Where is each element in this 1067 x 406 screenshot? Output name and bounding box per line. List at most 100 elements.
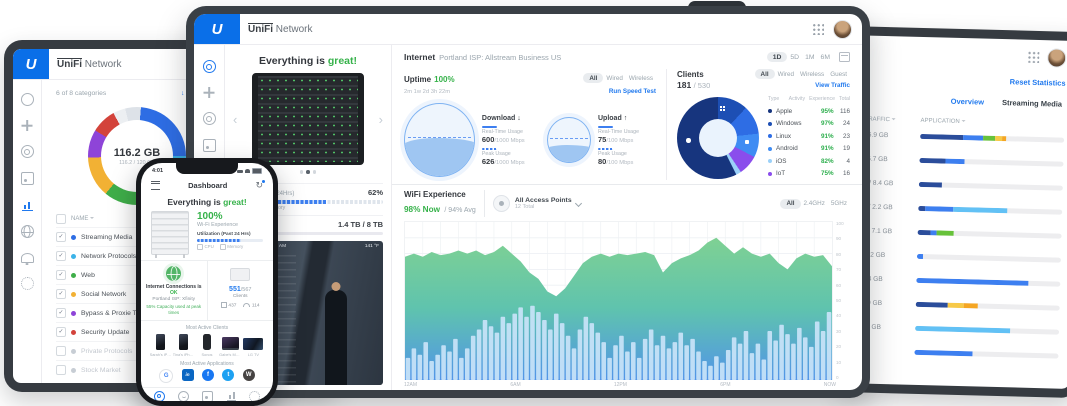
reset-statistics-link[interactable]: Reset Statistics (1009, 77, 1066, 88)
select-all-checkbox[interactable] (56, 214, 66, 224)
band-tab-all[interactable]: All (780, 198, 801, 209)
devices-icon[interactable] (202, 390, 214, 401)
twitter-icon[interactable]: t (222, 368, 235, 381)
devices-icon[interactable] (194, 132, 224, 159)
client-thumbnail[interactable]: Tina's iPhone (173, 333, 195, 357)
access-point-selector[interactable]: All Access Points 12 Total (492, 195, 582, 212)
client-device-shape (202, 334, 211, 351)
client-thumbnail[interactable]: Sonos (196, 333, 218, 357)
internet-tile[interactable]: Internet Connections is OK Portland ISP:… (141, 261, 207, 320)
linkedin-icon[interactable]: in (181, 368, 194, 381)
range-tab-6m[interactable]: 6M (820, 53, 830, 61)
cpu-checkbox (197, 244, 203, 250)
calendar-icon[interactable] (839, 52, 850, 62)
row-checkbox[interactable] (56, 346, 66, 356)
ap-selector-label: All Access Points (514, 197, 572, 204)
client-thumbnail[interactable]: Sarah's iPhone (150, 333, 172, 357)
target-icon[interactable] (13, 138, 41, 165)
gauge-fill (547, 144, 590, 162)
dashboard-icon[interactable] (194, 53, 224, 80)
isp-subtitle: Portland ISP: Allstream Business US (439, 53, 562, 62)
range-tab-1d[interactable]: 1D (766, 52, 788, 62)
view-traffic-link[interactable]: View Traffic (815, 81, 850, 89)
row-checkbox[interactable] (56, 232, 66, 242)
settings-icon[interactable] (13, 270, 41, 297)
client-thumbnail[interactable]: Gabe's MacBook (219, 333, 241, 357)
application-bar-segment (920, 133, 964, 140)
clients-tab-guest[interactable]: Guest (830, 70, 847, 78)
band-tab-5ghz[interactable]: 5GHz (830, 200, 847, 207)
range-tab-1m[interactable]: 1M (805, 53, 815, 61)
speed-tab-wired[interactable]: Wired (606, 74, 623, 82)
carousel-prev-button[interactable] (233, 113, 237, 126)
cpu-legend[interactable]: CPU (197, 244, 214, 250)
google-icon[interactable]: G (159, 368, 174, 383)
carousel-dot[interactable] (299, 170, 304, 174)
row-checkbox[interactable] (56, 308, 66, 318)
range-tab-5d[interactable]: 5D (790, 53, 800, 61)
row-checkbox[interactable] (56, 251, 66, 261)
speed-tab-wireless[interactable]: Wireless (628, 74, 653, 82)
carousel-next-button[interactable] (379, 113, 383, 126)
stats-tab-overview[interactable]: Overview (950, 96, 985, 107)
uptime-speed-panel: Uptime 100% All Wired Wireless 2m 1w 2d 3h … (404, 69, 667, 180)
settings-icon[interactable] (249, 390, 261, 401)
refresh-icon[interactable] (255, 179, 265, 190)
clients-icon[interactable] (178, 390, 190, 401)
carousel-dot[interactable] (312, 170, 317, 174)
speed-filter-tabs: All Wired Wireless (583, 73, 656, 83)
category-color-dot (71, 329, 76, 335)
row-checkbox[interactable] (56, 365, 66, 375)
app-grid-icon[interactable] (1027, 50, 1040, 64)
stats-tab-streamingmedia[interactable]: Streaming Media (1001, 97, 1063, 109)
dashboard-icon[interactable] (153, 390, 165, 401)
avatar[interactable] (1047, 47, 1067, 68)
main-appbar: U UniFi Network (194, 14, 862, 45)
memory-legend[interactable]: Memory (219, 244, 243, 250)
row-checkbox[interactable] (56, 289, 66, 299)
app-grid-icon[interactable] (812, 23, 824, 35)
row-checkbox[interactable] (56, 270, 66, 280)
menu-icon[interactable] (151, 180, 160, 190)
fan-icon[interactable] (13, 113, 41, 138)
y-tick: 0 (836, 374, 839, 380)
client-thumbnail[interactable]: LG TV (242, 333, 264, 357)
total-traffic-value: 116.2 GB (113, 146, 161, 159)
client-image (150, 333, 172, 351)
devices-icon[interactable] (13, 165, 41, 192)
y-tick: 30 (836, 328, 842, 334)
clients-count: 181 (677, 80, 692, 90)
facebook-icon[interactable]: f (201, 368, 214, 381)
clients-tab-wired[interactable]: Wired (777, 70, 795, 78)
stats-icon[interactable] (226, 391, 236, 401)
category-name: Stock Market (81, 366, 121, 374)
speed-icon[interactable] (13, 86, 41, 113)
speed-tab-all[interactable]: All (583, 73, 604, 83)
fan-icon[interactable] (194, 80, 224, 105)
run-speed-test-link[interactable]: Run Speed Test (608, 88, 656, 95)
bell-icon[interactable] (13, 245, 41, 270)
globe-icon[interactable] (13, 218, 41, 245)
client-image (196, 333, 218, 351)
phone-status-bar: 4:01 (141, 163, 273, 176)
wordpress-icon[interactable]: W (242, 368, 255, 381)
download-arrow-icon: ↓ (517, 114, 521, 122)
table-row[interactable] (858, 338, 1059, 367)
clients-tab-all[interactable]: All (754, 69, 775, 79)
experience-column-header: Experience (809, 96, 836, 102)
clients-tab-wireless[interactable]: Wireless (800, 70, 825, 78)
status-headline: Everything is great! (167, 197, 247, 207)
target-icon[interactable] (194, 105, 224, 132)
gauge-threshold-line (407, 137, 472, 139)
clients-tile[interactable]: 551/567 Clients 437 114 (206, 261, 274, 321)
band-tab-24ghz[interactable]: 2.4GHz (803, 200, 825, 207)
name-column-header[interactable]: NAME (71, 216, 190, 222)
row-checkbox[interactable] (56, 327, 66, 337)
y-tick: 90 (836, 236, 842, 242)
peak-usage-total: /100 Mbps (606, 159, 634, 166)
application-column-header[interactable]: APPLICATION (920, 118, 966, 125)
carousel-dot[interactable] (306, 170, 310, 174)
stats-icon[interactable] (13, 192, 41, 218)
utilization-bar-fill (233, 199, 326, 204)
avatar[interactable] (833, 19, 852, 39)
